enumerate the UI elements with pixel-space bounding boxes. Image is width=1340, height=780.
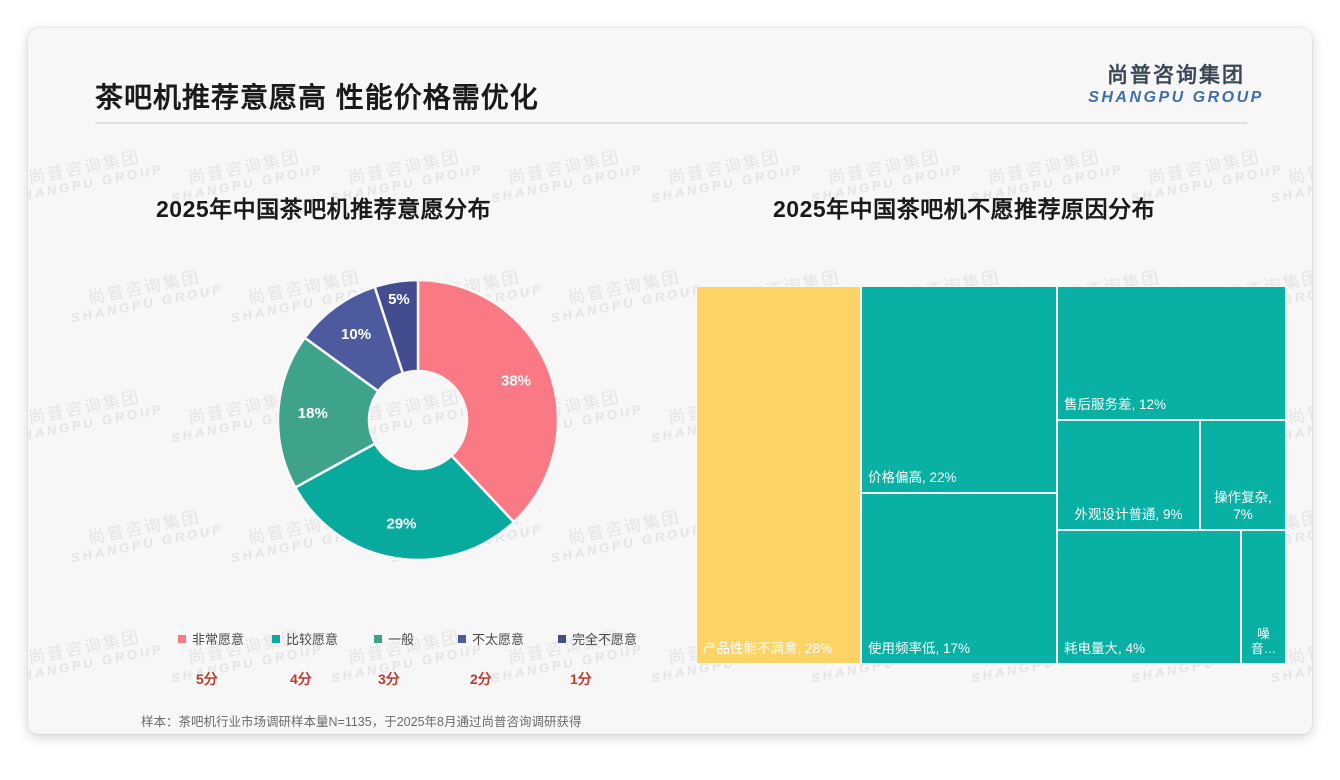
legend-item[interactable]: 非常愿意 <box>178 629 244 648</box>
legend-item[interactable]: 不太愿意 <box>458 629 524 648</box>
slide-header: 茶吧机推荐意愿高 性能价格需优化 尚普咨询集团 SHANGPU GROUP <box>28 28 1312 124</box>
legend-item-label: 完全不愿意 <box>572 632 638 647</box>
treemap-cell[interactable]: 价格偏高, 22% <box>861 286 1057 493</box>
legend-swatch-icon <box>458 634 466 643</box>
legend-swatch-icon <box>558 634 566 643</box>
legend-score-label: 4分 <box>290 671 312 687</box>
left-chart-title: 2025年中国茶吧机推荐意愿分布 <box>156 196 492 222</box>
legend-item-label: 不太愿意 <box>472 632 525 647</box>
treemap-cell[interactable]: 噪音… <box>1241 530 1286 664</box>
treemap-cell[interactable]: 操作复杂, 7% <box>1200 420 1286 530</box>
donut-slice[interactable] <box>373 278 420 375</box>
donut-slice[interactable] <box>416 278 560 524</box>
donut-slice-label: 38% <box>501 373 531 390</box>
legend-swatch-icon <box>178 634 186 643</box>
treemap-cell[interactable]: 使用频率低, 17% <box>861 493 1057 664</box>
treemap-cell-label: 产品性能不满意, 28% <box>703 641 833 657</box>
donut-slice-label: 10% <box>341 326 371 343</box>
right-chart-title: 2025年中国茶吧机不愿推荐原因分布 <box>773 196 1156 222</box>
legend-score-label: 3分 <box>378 671 400 687</box>
treemap-cell-label: 价格偏高, 22% <box>868 470 957 486</box>
treemap-cell[interactable]: 耗电量大, 4% <box>1057 530 1241 664</box>
legend-item-label: 比较愿意 <box>286 632 339 647</box>
treemap-cell-label: 耗电量大, 4% <box>1064 641 1146 657</box>
donut-slice-label: 29% <box>386 516 416 533</box>
brand-logo: 尚普咨询集团 SHANGPU GROUP <box>1086 64 1266 107</box>
treemap-cell[interactable]: 外观设计普通, 9% <box>1057 420 1200 530</box>
legend-item-label: 非常愿意 <box>192 632 245 647</box>
slide-canvas: 尚普咨询集团 SHANGPU GROUP 尚普咨询集团 SHANGPU GROUP 尚普… <box>28 28 1312 734</box>
treemap-cell-label: 操作复杂, 7% <box>1214 490 1272 523</box>
donut-slice-label: 18% <box>298 405 328 422</box>
donut-slice-label: 5% <box>388 291 410 308</box>
donut-slice[interactable] <box>276 335 381 490</box>
treemap-cell-label: 噪音… <box>1250 626 1276 657</box>
legend-score-label: 2分 <box>470 671 492 687</box>
recommendation-donut-chart: 38% 29% 18% 10% 5% <box>273 275 563 565</box>
treemap-cell[interactable]: 售后服务差, 12% <box>1057 286 1286 420</box>
legend-swatch-icon <box>272 634 280 643</box>
legend-swatch-icon <box>374 634 382 643</box>
donut-svg: 38% 29% 18% 10% 5% <box>276 278 560 562</box>
treemap-cell-label: 外观设计普通, 9% <box>1074 507 1183 523</box>
legend-item-label: 一般 <box>388 632 415 647</box>
legend-score-label: 1分 <box>570 671 592 687</box>
donut-legend: 非常愿意 比较愿意 一般 不太愿意 完全不愿意 <box>178 629 648 649</box>
brand-logo-en: SHANGPU GROUP <box>1088 89 1264 107</box>
header-divider <box>95 122 1247 124</box>
reasons-treemap-chart: 产品性能不满意, 28% 价格偏高, 22% 使用频率低, 17% 售后服务差, 12… <box>696 286 1286 664</box>
page-title: 茶吧机推荐意愿高 性能价格需优化 <box>95 82 539 113</box>
donut-score-row: 5分 4分 3分 2分 1分 <box>178 669 648 691</box>
treemap-cell-label: 售后服务差, 12% <box>1064 397 1167 413</box>
legend-score-label: 5分 <box>196 671 218 687</box>
treemap-cell[interactable]: 产品性能不满意, 28% <box>696 286 861 664</box>
legend-item[interactable]: 一般 <box>374 629 414 648</box>
legend-item[interactable]: 完全不愿意 <box>558 629 637 648</box>
treemap-cell-label: 使用频率低, 17% <box>868 641 971 657</box>
legend-item[interactable]: 比较愿意 <box>272 629 338 648</box>
sample-footnote: 样本：茶吧机行业市场调研样本量N=1135，于2025年8月通过尚普咨询调研获得 <box>141 715 582 729</box>
brand-logo-cn: 尚普咨询集团 <box>1107 64 1245 87</box>
donut-slice[interactable] <box>293 441 516 562</box>
